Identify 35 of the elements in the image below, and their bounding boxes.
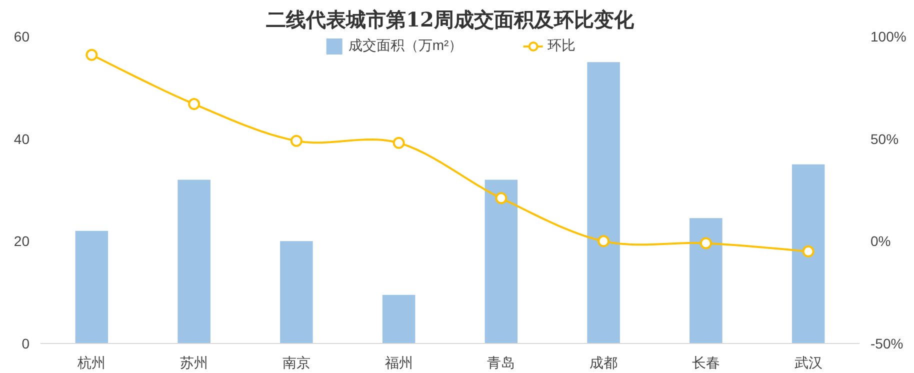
bar bbox=[587, 62, 620, 344]
x-tick-label: 武汉 bbox=[794, 354, 822, 370]
bar bbox=[178, 180, 210, 344]
point bbox=[495, 192, 508, 204]
legend-label: 成交面积（万m²） bbox=[348, 37, 463, 55]
y2-tick-label: -50% bbox=[870, 336, 904, 352]
y2-tick-label: 50% bbox=[870, 130, 899, 147]
x-tick-label: 南京 bbox=[282, 354, 310, 370]
y2-tick-label: 0% bbox=[870, 233, 891, 250]
legend-label: 环比 bbox=[548, 37, 576, 55]
x-tick-label: 福州 bbox=[384, 354, 413, 370]
point bbox=[802, 245, 814, 258]
point bbox=[598, 235, 610, 248]
bar bbox=[690, 218, 722, 344]
x-tick-label: 成都 bbox=[590, 354, 618, 370]
bar bbox=[382, 294, 416, 344]
bar bbox=[75, 230, 108, 344]
point bbox=[188, 98, 200, 110]
bar bbox=[280, 241, 313, 344]
y-tick-label: 20 bbox=[14, 233, 30, 250]
x-tick-label: 长春 bbox=[692, 354, 720, 370]
y-tick-label: 60 bbox=[14, 28, 30, 44]
y-tick-label: 0 bbox=[22, 336, 30, 352]
bar bbox=[792, 164, 825, 344]
point bbox=[86, 48, 98, 61]
point bbox=[290, 134, 302, 147]
x-tick-label: 杭州 bbox=[76, 354, 106, 370]
point bbox=[700, 237, 712, 250]
x-tick-label: 青岛 bbox=[487, 354, 516, 370]
y-tick-label: 40 bbox=[14, 130, 30, 147]
bar bbox=[484, 180, 518, 344]
x-tick-label: 苏州 bbox=[180, 354, 208, 370]
y2-tick-label: 100% bbox=[870, 28, 906, 44]
point bbox=[392, 136, 405, 149]
chart-title: 二线代表城市第12周成交面积及环比变化 bbox=[266, 8, 635, 32]
